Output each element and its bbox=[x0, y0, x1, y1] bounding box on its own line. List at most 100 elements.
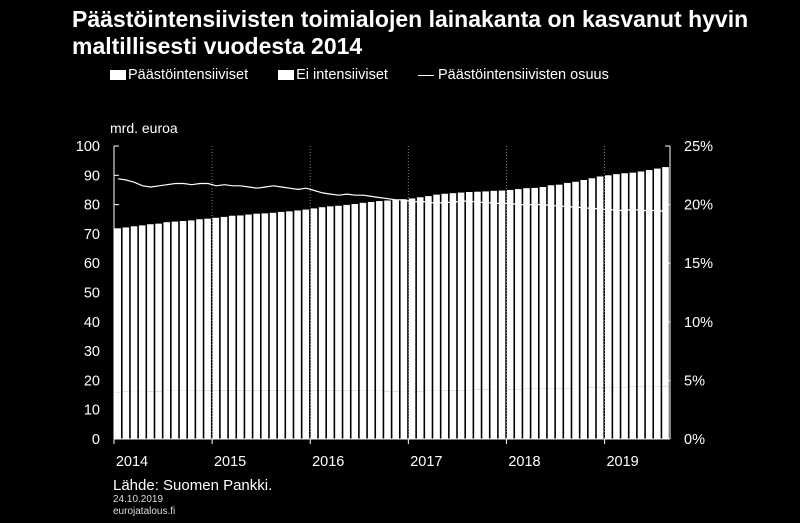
y-left-tick-label-40: 40 bbox=[84, 315, 100, 331]
bar-non-intensive-7 bbox=[171, 221, 179, 391]
bar-emission-intensive-29 bbox=[351, 390, 359, 439]
bar-non-intensive-40 bbox=[441, 193, 449, 391]
y-left-tick-label-80: 80 bbox=[84, 198, 100, 214]
bar-non-intensive-34 bbox=[392, 199, 399, 392]
bar-emission-intensive-48 bbox=[506, 389, 514, 439]
bar-emission-intensive-23 bbox=[302, 390, 310, 439]
bar-emission-intensive-58 bbox=[588, 387, 596, 439]
bar-non-intensive-17 bbox=[253, 213, 260, 391]
y-left-tick-label-20: 20 bbox=[84, 373, 100, 389]
bar-emission-intensive-62 bbox=[621, 387, 628, 439]
bar-emission-intensive-26 bbox=[326, 390, 334, 439]
bar-non-intensive-5 bbox=[155, 223, 162, 392]
legend-item-share: Päästöintensiivisten osuus bbox=[417, 67, 609, 83]
bar-non-intensive-15 bbox=[237, 215, 244, 391]
bar-emission-intensive-10 bbox=[196, 390, 203, 439]
bar-non-intensive-51 bbox=[531, 187, 538, 389]
bar-emission-intensive-53 bbox=[547, 388, 555, 439]
x-tick-label-2015: 2015 bbox=[214, 454, 246, 470]
bar-non-intensive-10 bbox=[196, 219, 203, 391]
bar-emission-intensive-63 bbox=[629, 386, 637, 439]
bar-emission-intensive-18 bbox=[261, 390, 269, 439]
bar-non-intensive-57 bbox=[580, 179, 588, 389]
y-left-tick-label-90: 90 bbox=[84, 168, 100, 184]
bar-emission-intensive-30 bbox=[359, 390, 367, 439]
y-left-tick-label-70: 70 bbox=[84, 227, 100, 243]
bar-emission-intensive-1 bbox=[122, 391, 130, 439]
bar-emission-intensive-46 bbox=[490, 389, 498, 439]
bar-emission-intensive-16 bbox=[245, 390, 252, 439]
bar-emission-intensive-35 bbox=[400, 391, 408, 439]
bar-non-intensive-59 bbox=[596, 176, 604, 388]
bar-non-intensive-14 bbox=[228, 215, 236, 391]
bar-non-intensive-53 bbox=[547, 185, 555, 389]
bar-emission-intensive-34 bbox=[392, 391, 399, 439]
bar-emission-intensive-2 bbox=[130, 391, 138, 439]
bar-emission-intensive-4 bbox=[147, 391, 154, 439]
bar-non-intensive-45 bbox=[482, 191, 489, 390]
x-tick-label-2019: 2019 bbox=[606, 454, 638, 470]
bar-emission-intensive-45 bbox=[482, 389, 489, 439]
y-right-tick-label-4: 20% bbox=[684, 198, 713, 214]
bar-non-intensive-58 bbox=[588, 178, 596, 388]
bar-non-intensive-9 bbox=[187, 220, 195, 391]
bar-non-intensive-37 bbox=[416, 197, 424, 392]
bar-emission-intensive-41 bbox=[449, 390, 457, 439]
legend-label-share: Päästöintensiivisten osuus bbox=[437, 67, 609, 83]
bar-emission-intensive-40 bbox=[441, 390, 449, 439]
legend-item-non-intensive: Ei intensiiviset bbox=[278, 67, 388, 83]
bar-non-intensive-6 bbox=[163, 222, 171, 391]
bar-non-intensive-65 bbox=[645, 170, 653, 387]
bar-non-intensive-56 bbox=[572, 181, 579, 389]
bar-emission-intensive-60 bbox=[604, 387, 612, 439]
bar-non-intensive-41 bbox=[449, 193, 457, 391]
bar-emission-intensive-7 bbox=[171, 390, 179, 439]
bar-non-intensive-20 bbox=[277, 211, 285, 391]
y-right-tick-label-1: 5% bbox=[684, 373, 705, 389]
bar-emission-intensive-47 bbox=[498, 389, 506, 439]
bar-non-intensive-60 bbox=[604, 175, 612, 388]
bar-non-intensive-55 bbox=[564, 182, 571, 389]
bar-emission-intensive-52 bbox=[539, 388, 547, 439]
y-left-tick-label-100: 100 bbox=[76, 139, 100, 155]
bar-emission-intensive-42 bbox=[457, 390, 465, 439]
bar-emission-intensive-13 bbox=[220, 390, 228, 439]
source-note: Lähde: Suomen Pankki. bbox=[113, 477, 273, 494]
bar-emission-intensive-66 bbox=[654, 386, 661, 439]
y-left-tick-label-10: 10 bbox=[84, 403, 100, 419]
bar-non-intensive-50 bbox=[523, 188, 530, 389]
bar-non-intensive-21 bbox=[286, 211, 293, 391]
bar-emission-intensive-44 bbox=[474, 389, 481, 439]
bar-non-intensive-49 bbox=[515, 189, 522, 390]
bar-non-intensive-8 bbox=[179, 221, 187, 391]
bar-non-intensive-24 bbox=[310, 208, 318, 391]
bar-emission-intensive-14 bbox=[228, 390, 236, 439]
y-right-tick-label-3: 15% bbox=[684, 256, 713, 272]
bar-non-intensive-33 bbox=[384, 200, 391, 392]
bar-emission-intensive-50 bbox=[523, 388, 530, 439]
bar-emission-intensive-56 bbox=[572, 388, 579, 439]
bar-emission-intensive-5 bbox=[155, 391, 162, 439]
bar-non-intensive-28 bbox=[343, 204, 350, 391]
bar-non-intensive-19 bbox=[269, 212, 277, 391]
bar-non-intensive-29 bbox=[351, 204, 359, 391]
bar-emission-intensive-9 bbox=[187, 390, 195, 439]
bar-emission-intensive-61 bbox=[613, 387, 620, 439]
bar-non-intensive-31 bbox=[367, 201, 375, 391]
bar-non-intensive-25 bbox=[318, 207, 326, 391]
bar-non-intensive-16 bbox=[245, 214, 252, 391]
bar-non-intensive-26 bbox=[326, 206, 334, 391]
bar-non-intensive-22 bbox=[294, 210, 301, 391]
bar-non-intensive-63 bbox=[629, 172, 637, 387]
bar-emission-intensive-43 bbox=[465, 390, 473, 439]
bar-non-intensive-47 bbox=[498, 190, 506, 390]
bar-emission-intensive-67 bbox=[662, 386, 669, 439]
bar-non-intensive-4 bbox=[147, 224, 154, 392]
bar-emission-intensive-64 bbox=[637, 386, 645, 439]
bar-non-intensive-48 bbox=[506, 189, 514, 390]
bar-non-intensive-35 bbox=[400, 199, 408, 392]
bar-emission-intensive-36 bbox=[408, 391, 416, 439]
bar-emission-intensive-37 bbox=[416, 391, 424, 439]
